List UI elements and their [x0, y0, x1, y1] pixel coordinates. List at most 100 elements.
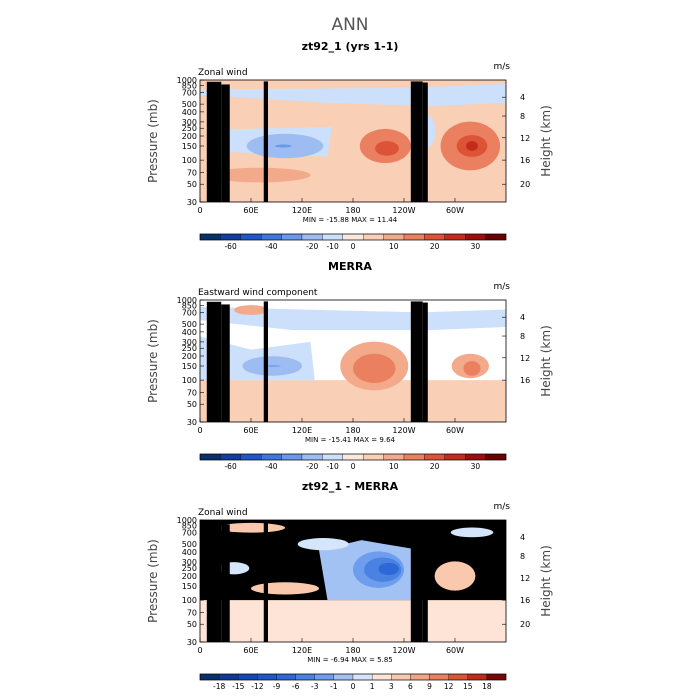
colorbar-tick-label: -3 [311, 682, 319, 691]
colorbar-swatch [218, 673, 239, 681]
topography [263, 301, 268, 422]
y2-tick-label: 8 [520, 332, 525, 341]
y-axis-label: Pressure (mb) [146, 99, 160, 183]
colorbar-swatch [257, 673, 277, 681]
colorbar-tick-label: -10 [326, 462, 338, 471]
colorbar-swatch [199, 233, 221, 241]
colorbar-swatch [301, 233, 323, 241]
colorbar-tick-label: 3 [389, 682, 394, 691]
contour-jet-2-core [463, 361, 481, 376]
y2-tick-label: 16 [520, 156, 530, 165]
y-tick-label: 400 [182, 108, 197, 117]
contour-jet-1-core [375, 141, 399, 156]
y-tick-label: 150 [182, 362, 197, 371]
y-tick-label: 400 [182, 548, 197, 557]
y-tick-label: 200 [182, 572, 197, 581]
colorbar-swatch [352, 673, 373, 681]
colorbar-swatch [261, 233, 282, 241]
x-tick-label: 120W [392, 426, 415, 435]
y2-axis-label: Height (km) [539, 105, 553, 176]
panel-title: MERRA [328, 260, 372, 273]
field-label: Zonal wind [198, 508, 248, 518]
colorbar-swatch [281, 453, 303, 461]
x-tick-label: 120E [292, 206, 312, 215]
colorbar-frame [199, 233, 507, 241]
colorbar-swatch [403, 233, 425, 241]
colorbar-tick-label: 0 [351, 242, 356, 251]
min-max-text: MIN = -15.41 MAX = 9.64 [305, 436, 396, 444]
colorbar-tick-label: 18 [482, 682, 492, 691]
colorbar-tick-label: -9 [273, 682, 281, 691]
y-tick-label: 400 [182, 328, 197, 337]
colorbar-swatch [424, 233, 445, 241]
x-tick-label: 0 [197, 206, 202, 215]
y2-tick-label: 12 [520, 134, 530, 143]
colorbar-tick-label: -60 [224, 462, 236, 471]
field [200, 520, 506, 642]
colorbar-swatch [238, 673, 258, 681]
colorbar-swatch [371, 673, 392, 681]
colorbar-tick-label: 0 [351, 462, 356, 471]
topography [206, 81, 222, 202]
min-max-text: MIN = -6.94 MAX = 5.85 [307, 656, 393, 664]
colorbar-swatch [281, 233, 303, 241]
panel-title: zt92_1 - MERRA [302, 480, 399, 493]
y-tick-label: 700 [182, 88, 197, 97]
colorbar-tick-label: 15 [463, 682, 473, 691]
topography [410, 521, 423, 642]
colorbar-tick-label: -18 [213, 682, 225, 691]
colorbar-swatch [410, 673, 430, 681]
band-positive [200, 380, 506, 422]
topography [221, 524, 230, 642]
colorbar-tick-label: -40 [265, 462, 277, 471]
colorbar-tick-label: -60 [224, 242, 236, 251]
y-tick-label: 500 [182, 320, 197, 329]
y-tick-label: 250 [182, 344, 197, 353]
panel-title: zt92_1 (yrs 1-1) [302, 40, 399, 53]
colorbar-tick-label: 20 [430, 462, 440, 471]
contour-low-easterly [200, 306, 506, 331]
colorbar-swatch [485, 233, 507, 241]
colorbar-swatch [261, 453, 282, 461]
colorbar-swatch [444, 453, 466, 461]
colorbar-tick-label: 10 [389, 242, 399, 251]
contour-upper-westerly [208, 167, 311, 183]
topography [422, 522, 428, 642]
y-tick-label: 300 [182, 558, 197, 567]
y-tick-label: 250 [182, 124, 197, 133]
x-tick-label: 60W [446, 426, 464, 435]
x-tick-label: 120E [292, 646, 312, 655]
colorbar-swatch [467, 673, 488, 681]
colorbar-swatch [220, 453, 241, 461]
suptitle: ANN [331, 15, 368, 35]
contour-low-negative [450, 527, 494, 538]
colorbar-tick-label: -6 [292, 682, 300, 691]
units-label: m/s [494, 502, 511, 512]
y-tick-label: 200 [182, 352, 197, 361]
x-tick-label: 60E [243, 646, 258, 655]
y-tick-label: 100 [182, 376, 197, 385]
colorbar-swatch [314, 673, 335, 681]
field [200, 300, 506, 422]
colorbar-swatch [342, 233, 364, 241]
contour-positive-1 [434, 561, 476, 591]
y2-tick-label: 12 [520, 354, 530, 363]
x-tick-label: 120W [392, 646, 415, 655]
y-axis-label: Pressure (mb) [146, 319, 160, 403]
colorbar-frame [199, 453, 507, 461]
y-tick-label: 150 [182, 142, 197, 151]
colorbar-tick-label: 9 [427, 682, 432, 691]
y-tick-label: 700 [182, 528, 197, 537]
colorbar-tick-label: -20 [306, 462, 318, 471]
y2-tick-label: 4 [520, 533, 525, 542]
colorbar-swatch [240, 453, 262, 461]
x-tick-label: 180 [345, 646, 360, 655]
colorbar-swatch [383, 453, 405, 461]
y-tick-label: 700 [182, 308, 197, 317]
colorbar-swatch [383, 233, 405, 241]
colorbar-tick-label: 6 [408, 682, 413, 691]
y-tick-label: 850 [182, 522, 197, 531]
colorbar-swatch [301, 453, 323, 461]
colorbar-swatch [199, 453, 221, 461]
y-tick-label: 250 [182, 564, 197, 573]
